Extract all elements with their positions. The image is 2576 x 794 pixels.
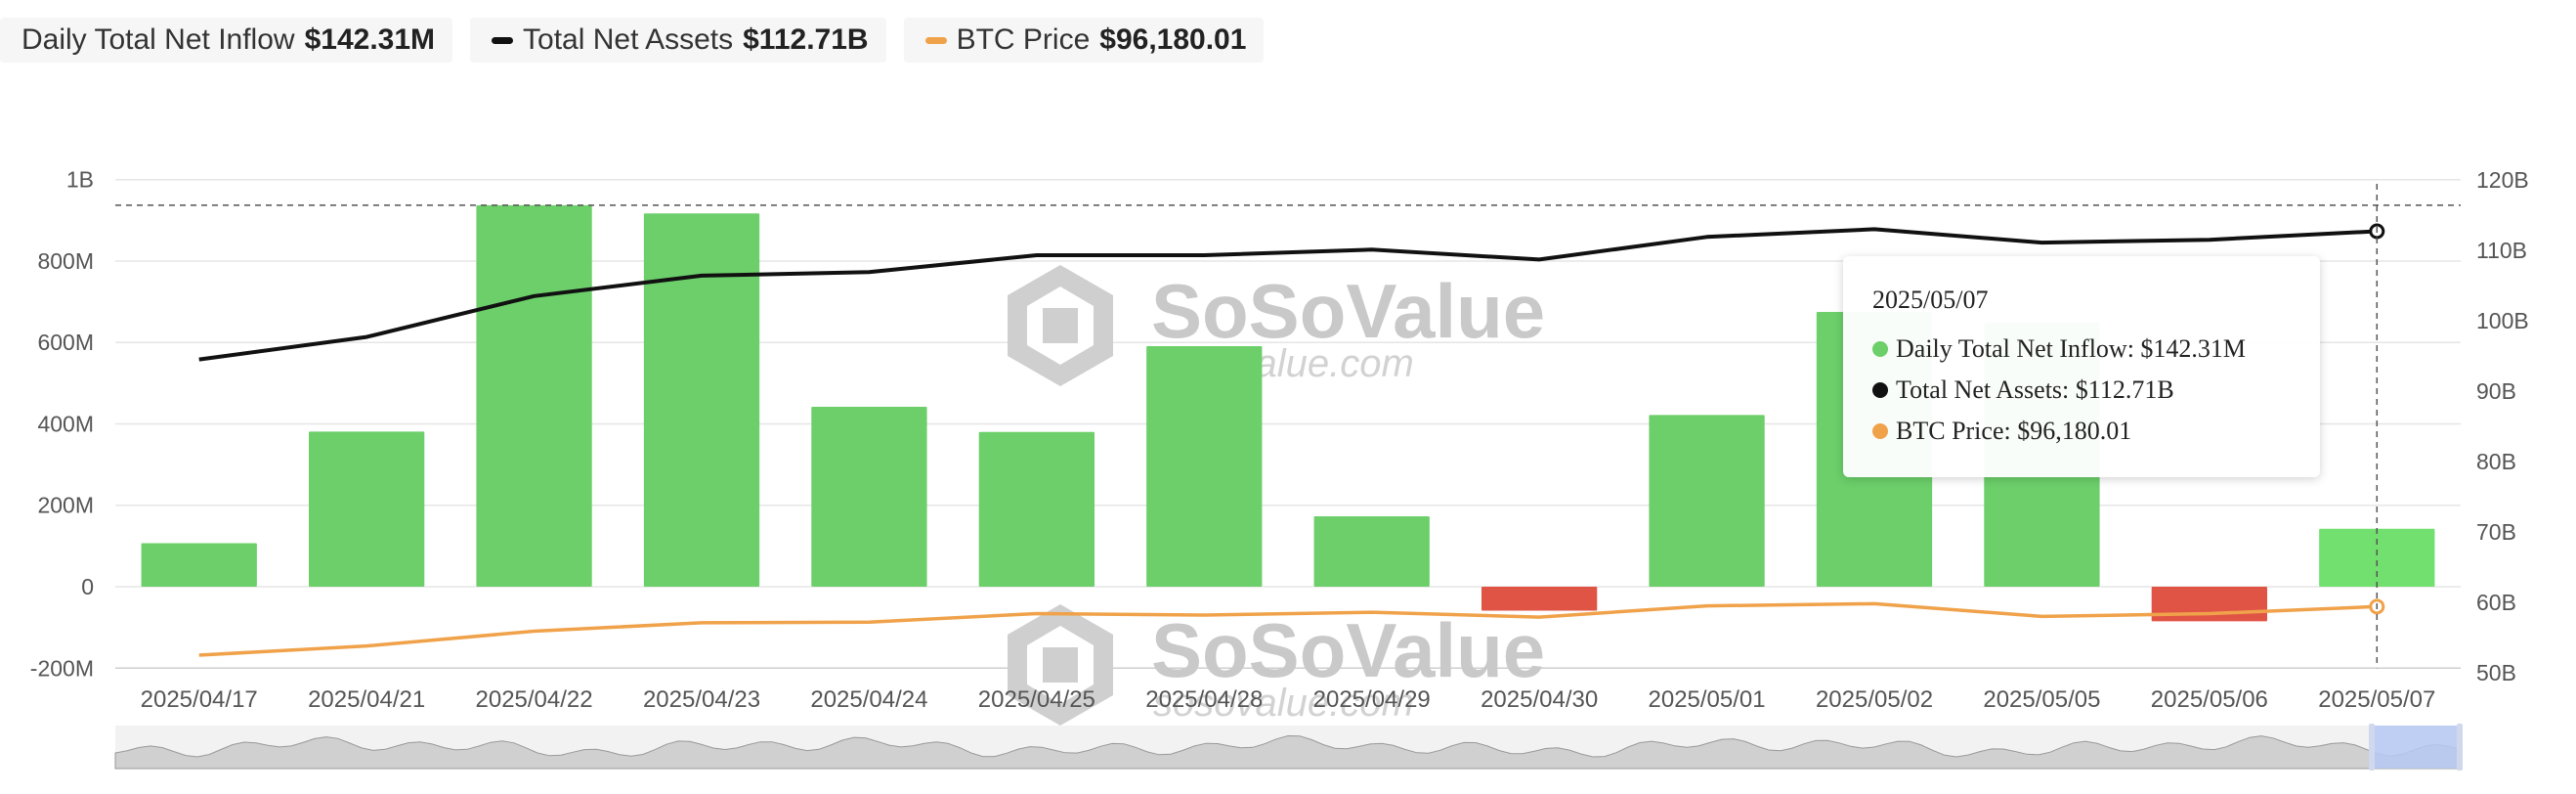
right-tick-label: 120B	[2476, 167, 2529, 193]
x-tick-label: 2025/04/29	[1313, 686, 1431, 713]
x-tick-label: 2025/04/30	[1481, 686, 1598, 713]
inflow-bar	[2319, 528, 2435, 587]
legend-inflow-value: $142.31M	[304, 23, 436, 56]
watermark-brand: SoSoValue	[1151, 268, 1545, 354]
inflow-bar	[476, 204, 592, 588]
tooltip-inflow-text: Daily Total Net Inflow: $142.31M	[1896, 334, 2247, 363]
right-axis: 50B 60B 70B 80B 90B 100B 110B 120B	[2476, 167, 2529, 685]
right-tick-label: 70B	[2476, 519, 2516, 545]
x-tick-label: 2025/04/17	[141, 686, 258, 713]
sosovalue-logo-icon	[1008, 265, 1113, 386]
crosshair	[115, 184, 2461, 669]
inflow-bar	[1481, 587, 1598, 611]
watermark-brand: SoSoValue	[1151, 607, 1545, 693]
zoom-slider-handle-right[interactable]	[2457, 724, 2463, 771]
watermark-bottom: SoSoValue sosovalue.com	[1008, 604, 1545, 726]
inflow-bar	[811, 406, 927, 587]
x-tick-label: 2025/05/02	[1816, 686, 1933, 713]
tooltip: 2025/05/07 Daily Total Net Inflow: $142.…	[1843, 256, 2320, 477]
left-tick-label: 800M	[37, 248, 94, 274]
legend-assets-swatch	[492, 36, 514, 44]
total-net-assets-line	[198, 227, 2378, 362]
right-tick-label: 90B	[2476, 378, 2516, 404]
tooltip-assets-text: Total Net Assets: $112.71B	[1896, 375, 2174, 404]
x-tick-label: 2025/05/05	[1983, 686, 2100, 713]
legend-bar: Daily Total Net Inflow $142.31M Total Ne…	[0, 18, 1265, 63]
right-tick-label: 100B	[2476, 308, 2529, 333]
x-tick-label: 2025/04/23	[643, 686, 760, 713]
watermark-domain: sosovalue.com	[1153, 682, 1414, 725]
left-tick-label: 200M	[37, 493, 94, 518]
tooltip-btc-dot	[1872, 423, 1888, 439]
legend-btc[interactable]: BTC Price $96,180.01	[903, 18, 1265, 63]
legend-assets[interactable]: Total Net Assets $112.71B	[470, 18, 886, 63]
watermark-top: SoSoValue sosovalue.com	[1008, 265, 1545, 386]
zoom-slider[interactable]	[114, 724, 2463, 771]
tooltip-row-inflow: Daily Total Net Inflow: $142.31M	[1872, 329, 2320, 370]
tooltip-assets-dot	[1872, 382, 1888, 398]
legend-btc-swatch	[924, 36, 947, 44]
inflow-bar	[1146, 345, 1263, 587]
legend-assets-name: Total Net Assets	[523, 23, 734, 56]
left-tick-label: 400M	[37, 411, 94, 436]
tooltip-row-assets: Total Net Assets: $112.71B	[1872, 370, 2320, 411]
zoom-slider-sparkline	[114, 734, 2462, 770]
inflow-bar	[1313, 515, 1430, 587]
tooltip-inflow-dot	[1872, 341, 1888, 357]
left-tick-label: 600M	[37, 330, 94, 355]
tooltip-date: 2025/05/07	[1872, 286, 1989, 314]
left-tick-label: -200M	[30, 655, 94, 681]
inflow-bar	[643, 213, 760, 587]
x-tick-label: 2025/04/22	[476, 686, 593, 713]
x-tick-label: 2025/05/06	[2151, 686, 2268, 713]
btc-price-line	[198, 601, 2378, 657]
right-tick-label: 50B	[2476, 660, 2516, 685]
x-tick-label: 2025/04/24	[810, 686, 927, 713]
tooltip-btc-text: BTC Price: $96,180.01	[1896, 417, 2132, 445]
inflow-bar	[1649, 415, 1765, 587]
inflow-bar	[141, 543, 257, 587]
left-tick-label: 1B	[66, 167, 94, 193]
x-tick-label: 2025/05/01	[1649, 686, 1766, 713]
zoom-slider-window[interactable]	[2371, 726, 2461, 769]
tooltip-row-btc: BTC Price: $96,180.01	[1872, 411, 2320, 452]
inflow-bar	[978, 431, 1095, 587]
right-tick-label: 80B	[2476, 449, 2516, 474]
legend-btc-value: $96,180.01	[1099, 23, 1247, 56]
left-axis: -200M 0 200M 400M 600M 800M 1B	[30, 167, 94, 682]
left-tick-label: 0	[81, 574, 94, 599]
legend-inflow[interactable]: Daily Total Net Inflow $142.31M	[0, 18, 453, 63]
x-tick-label: 2025/04/28	[1145, 686, 1263, 713]
legend-inflow-name: Daily Total Net Inflow	[21, 23, 295, 56]
right-tick-label: 110B	[2476, 238, 2527, 263]
legend-btc-name: BTC Price	[956, 23, 1091, 56]
inflow-bar	[309, 431, 425, 587]
x-tick-label: 2025/04/25	[978, 686, 1095, 713]
x-axis-labels: 2025/04/17 2025/04/21 2025/04/22 2025/04/23…	[141, 686, 2436, 713]
x-tick-label: 2025/04/21	[308, 686, 425, 713]
zoom-slider-handle-left[interactable]	[2369, 724, 2375, 771]
right-tick-label: 60B	[2476, 590, 2516, 615]
x-tick-label: 2025/05/07	[2318, 686, 2435, 713]
inflow-bar	[2151, 587, 2267, 622]
legend-assets-value: $112.71B	[743, 23, 869, 56]
sosovalue-logo-icon	[1008, 604, 1113, 726]
